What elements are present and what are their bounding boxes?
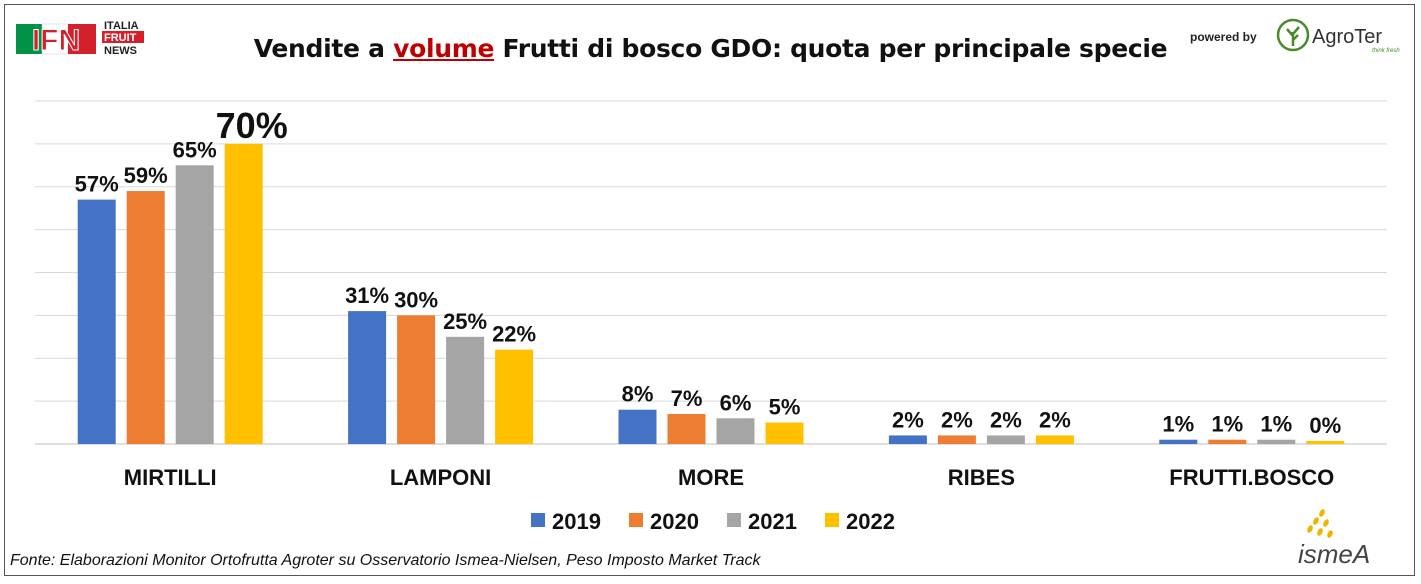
bar — [765, 422, 804, 444]
agroter-name: AgroTer — [1312, 26, 1382, 48]
ismea-logo: ismeA — [1298, 509, 1370, 569]
tree-icon — [1286, 26, 1300, 46]
data-label: 2% — [892, 407, 924, 432]
data-label: 5% — [769, 395, 801, 420]
data-label: 1% — [1211, 412, 1243, 437]
data-label: 6% — [720, 390, 752, 415]
ifn-logo-fruit-band — [102, 31, 144, 43]
ifn-logo-line2: FRUIT — [104, 32, 137, 44]
bar — [77, 199, 116, 444]
data-label: 65% — [173, 137, 217, 162]
ifn-logo: IFN ITALIA FRUIT NEWS — [16, 20, 144, 58]
bar — [224, 143, 263, 444]
bar — [1257, 439, 1296, 444]
category-label: MIRTILLI — [124, 465, 217, 490]
data-label: 1% — [1260, 412, 1292, 437]
agroter-logo: AgroTer think fresh — [1276, 18, 1400, 54]
data-label: 2% — [1039, 407, 1071, 432]
category-label: FRUTTI.BOSCO — [1169, 465, 1334, 490]
category-label: MORE — [678, 465, 744, 490]
legend-swatch — [825, 513, 839, 527]
bars — [77, 143, 1345, 444]
bar — [1159, 439, 1198, 444]
agroter-tagline: think fresh — [1372, 48, 1400, 54]
data-label: 0% — [1309, 413, 1341, 438]
data-label: 30% — [394, 287, 438, 312]
ifn-flag-green — [16, 24, 42, 54]
legend-swatch — [531, 513, 545, 527]
data-label: 57% — [75, 172, 119, 197]
bar — [446, 336, 485, 444]
data-label: 59% — [124, 163, 168, 188]
ismea-name: ismeA — [1298, 539, 1370, 569]
data-label: 22% — [492, 322, 536, 347]
bar — [348, 311, 387, 444]
data-label: 7% — [671, 386, 703, 411]
bar — [888, 435, 927, 444]
ifn-logo-line3: NEWS — [104, 45, 137, 57]
data-label: 2% — [990, 407, 1022, 432]
ifn-logo-text: IFN — [32, 24, 80, 57]
bar — [1306, 441, 1345, 444]
data-label: 2% — [941, 407, 973, 432]
legend-label: 2019 — [552, 509, 601, 534]
data-labels: 57% 59%65%70% 31% 30%25%22% 8% 7% 6% 5% 2% 2% 2% 2%… — [75, 105, 1342, 438]
legend-swatch — [629, 513, 643, 527]
bar — [716, 418, 755, 444]
data-label: 1% — [1162, 412, 1194, 437]
legend-label: 2020 — [650, 509, 699, 534]
ifn-logo-line1: ITALIA — [104, 20, 139, 32]
bar — [397, 315, 436, 444]
bar — [175, 165, 214, 444]
bar — [667, 413, 706, 444]
powered-by-label: powered by — [1190, 30, 1257, 44]
title-suffix: Frutti di bosco GDO: quota per principal… — [494, 34, 1168, 63]
category-label: LAMPONI — [390, 465, 491, 490]
ifn-flag-red — [68, 24, 96, 54]
data-label: 8% — [622, 382, 654, 407]
title-highlight: volume — [393, 34, 495, 63]
bar — [495, 349, 534, 444]
data-label: 25% — [443, 309, 487, 334]
ifn-flag-white — [41, 23, 69, 55]
category-labels: MIRTILLI LAMPONI MORE RIBES FRUTTI.BOSCO — [124, 465, 1335, 490]
ismea-wheat-icon — [1307, 509, 1333, 538]
bar — [937, 435, 976, 444]
bar — [126, 191, 165, 444]
legend: 2019 2020 2021 2022 — [531, 509, 895, 534]
data-label: 31% — [345, 283, 389, 308]
agroter-ring — [1276, 18, 1310, 52]
data-label: 70% — [216, 105, 288, 146]
bar — [1035, 435, 1074, 444]
title-prefix: Vendite a — [253, 34, 394, 63]
bar — [1208, 439, 1247, 444]
bar — [618, 409, 657, 444]
legend-swatch — [727, 513, 741, 527]
legend-label: 2022 — [846, 509, 895, 534]
category-label: RIBES — [948, 465, 1015, 490]
source-note: Fonte: Elaborazioni Monitor Ortofrutta A… — [10, 552, 761, 569]
legend-label: 2021 — [748, 509, 797, 534]
bar — [986, 435, 1025, 444]
chart-title: Vendite a volume Frutti di bosco GDO: qu… — [0, 34, 1421, 63]
